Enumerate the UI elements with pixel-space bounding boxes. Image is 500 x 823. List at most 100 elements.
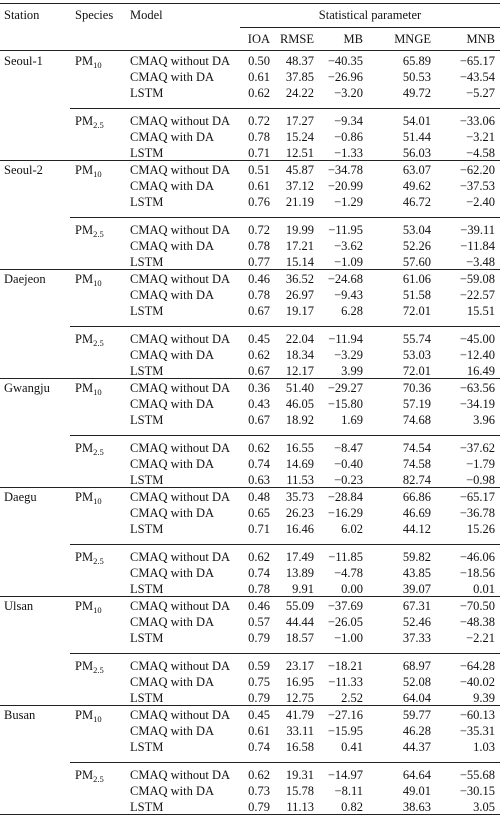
species-base: PM [75,381,94,395]
model: LSTM [130,195,164,209]
model: CMAQ with DA [130,397,215,411]
model: CMAQ without DA [130,163,231,177]
model: CMAQ without DA [130,768,231,782]
value-cell: −39.11 [460,223,495,237]
species: PM10 [75,380,102,397]
value-cell: 39.07 [402,582,431,596]
value-cell: 3.96 [473,413,495,427]
value-cell: 72.01 [402,364,431,378]
species-sub: 10 [93,278,102,288]
station-name: Seoul-2 [4,163,43,177]
value-cell: 38.63 [402,800,431,814]
value-cell: −11.84 [460,239,495,253]
value-cell: 37.12 [285,179,314,193]
value-cell: −30.15 [459,784,495,798]
species-base: PM [75,114,94,128]
station-name: Daejeon [4,272,46,286]
value-cell: 0.62 [248,550,270,564]
value-cell: 36.52 [285,272,314,286]
value-cell: 0.62 [248,768,270,782]
value-cell: 55.09 [285,599,314,613]
value-cell: 0.61 [248,70,270,84]
value-cell: 0.74 [248,566,270,580]
value-cell: 0.51 [248,163,270,177]
species: PM2.5 [75,440,104,457]
value-cell: −1.79 [466,457,495,471]
value-cell: 54.01 [402,114,431,128]
value-cell: −2.21 [466,631,495,645]
species-base: PM [75,441,94,455]
value-cell: 0.65 [248,506,270,520]
species: PM2.5 [75,549,104,566]
value-cell: 46.69 [402,506,431,520]
value-cell: 12.75 [285,691,314,705]
species-base: PM [75,163,94,177]
species-sub: 2.5 [93,447,104,457]
value-cell: −46.06 [459,550,495,564]
species: PM2.5 [75,113,104,130]
value-cell: 45.87 [285,163,314,177]
header-cell: MB [343,32,363,46]
value-cell: 51.58 [402,288,431,302]
model: CMAQ with DA [130,179,215,193]
value-cell: 1.03 [473,740,495,754]
value-cell: 0.78 [248,130,270,144]
value-cell: −40.02 [459,675,495,689]
header-cell: Model [130,8,163,22]
header-cell: Statistical parameter [318,8,422,22]
value-cell: 0.01 [473,582,495,596]
value-cell: 0.43 [248,397,270,411]
value-cell: 16.55 [285,441,314,455]
value-cell: −63.56 [459,381,495,395]
species-sub: 2.5 [93,120,104,130]
value-cell: −0.98 [466,473,495,487]
value-cell: 0.78 [248,288,270,302]
value-cell: 0.76 [248,195,270,209]
value-cell: 64.64 [402,768,431,782]
model: CMAQ without DA [130,550,231,564]
value-cell: 0.67 [248,364,270,378]
species-base: PM [75,490,94,504]
rule [0,269,500,270]
value-cell: −20.99 [327,179,363,193]
value-cell: 0.50 [248,54,270,68]
value-cell: −3.20 [334,86,363,100]
value-cell: 68.97 [402,659,431,673]
value-cell: 1.69 [341,413,363,427]
value-cell: 0.63 [248,473,270,487]
value-cell: −8.47 [334,441,363,455]
value-cell: 51.40 [285,381,314,395]
value-cell: −0.40 [334,457,363,471]
value-cell: 70.36 [402,381,431,395]
species: PM10 [75,707,102,724]
model: CMAQ with DA [130,239,215,253]
value-cell: −59.08 [459,272,495,286]
value-cell: −65.17 [459,54,495,68]
value-cell: 16.58 [285,740,314,754]
species-base: PM [75,272,94,286]
value-cell: 74.68 [402,413,431,427]
value-cell: 13.89 [285,566,314,580]
species: PM2.5 [75,222,104,239]
value-cell: 0.46 [248,272,270,286]
value-cell: 15.24 [285,130,314,144]
value-cell: −3.48 [466,255,495,269]
value-cell: 74.58 [402,457,431,471]
value-cell: 0.82 [341,800,363,814]
header-cell: RMSE [279,32,314,46]
value-cell: 24.22 [285,86,314,100]
value-cell: 0.78 [248,239,270,253]
species-sub: 2.5 [93,774,104,784]
value-cell: 19.31 [285,768,314,782]
species-sub: 10 [93,169,102,179]
value-cell: 19.99 [285,223,314,237]
value-cell: −3.21 [466,130,495,144]
value-cell: 52.46 [402,615,431,629]
value-cell: −2.40 [466,195,495,209]
value-cell: 6.02 [341,522,363,536]
value-cell: 17.27 [285,114,314,128]
value-cell: 52.08 [402,675,431,689]
value-cell: −40.35 [327,54,363,68]
value-cell: 22.04 [285,332,314,346]
species-base: PM [75,768,94,782]
